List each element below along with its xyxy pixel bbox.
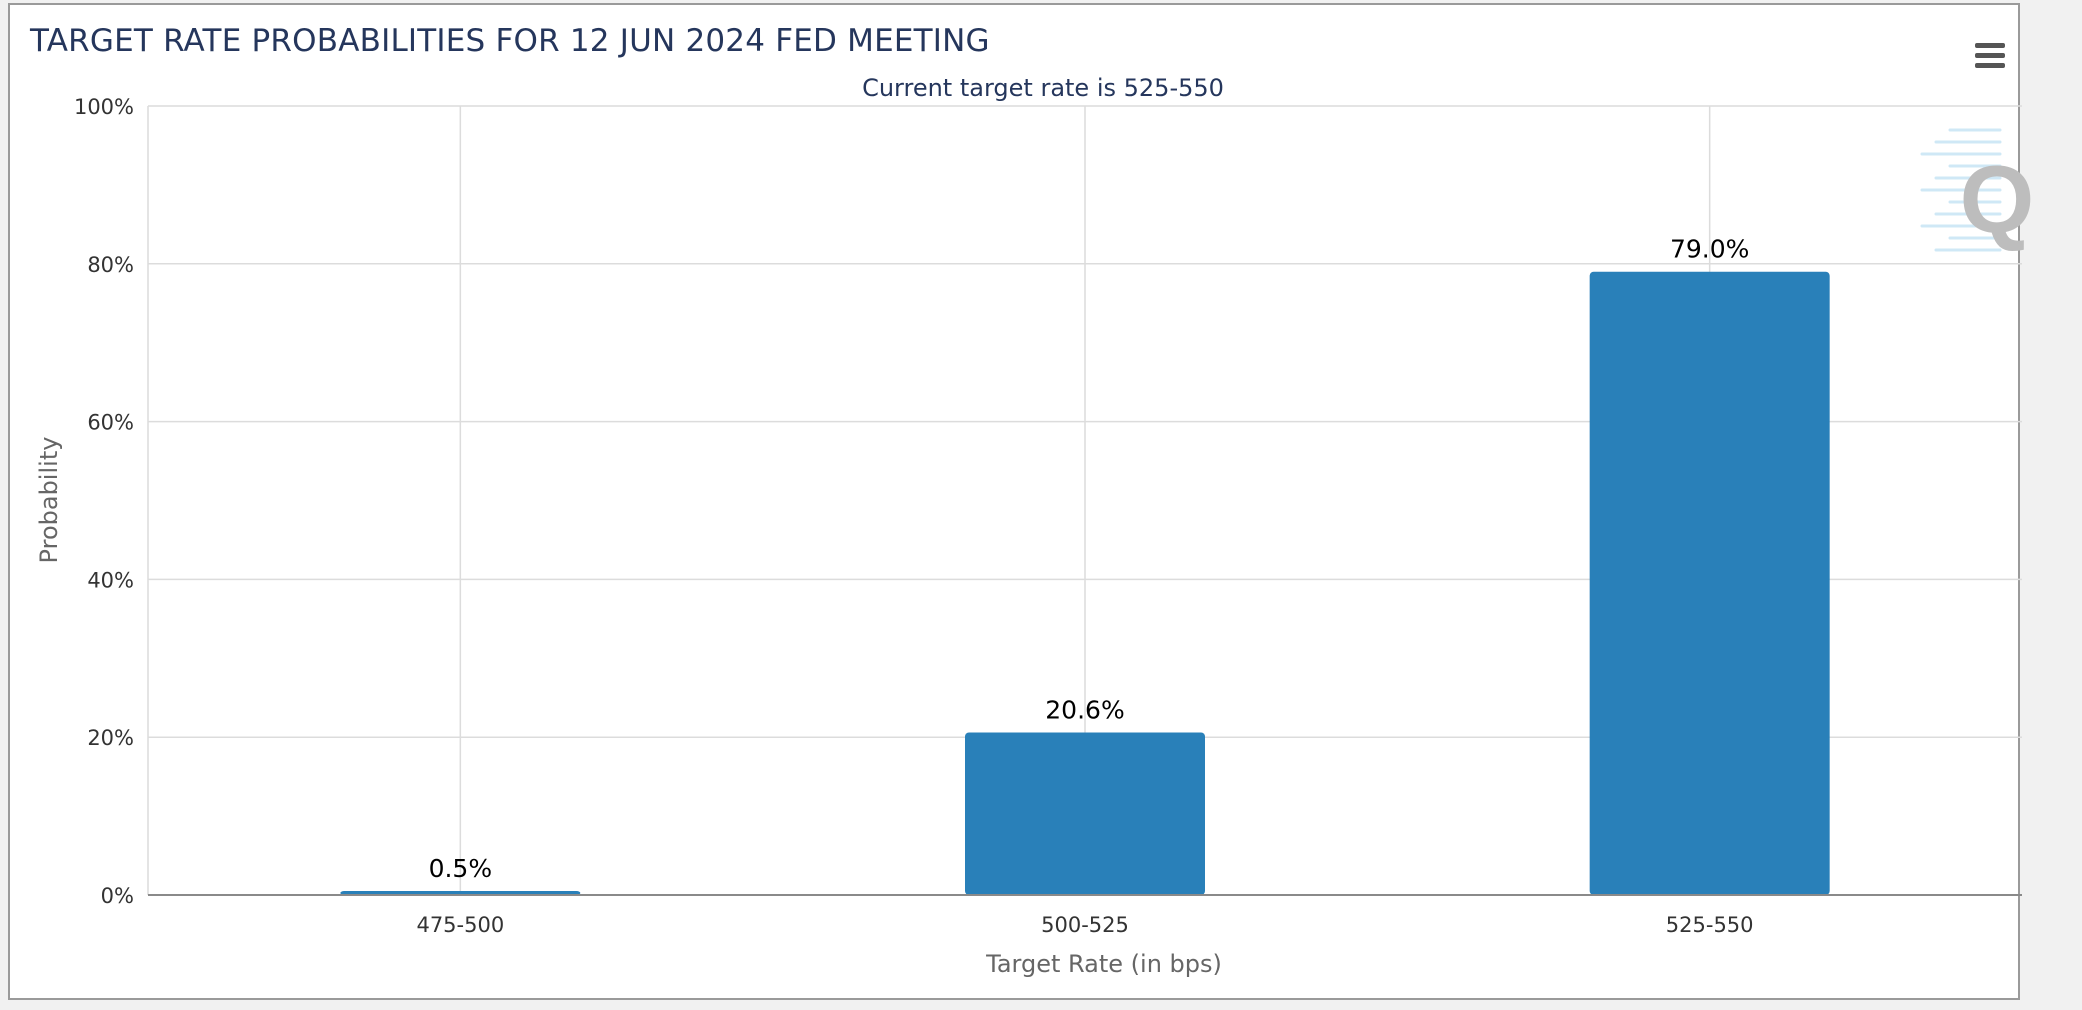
y-tick-label: 100% bbox=[74, 95, 134, 119]
chart-subtitle: Current target rate is 525-550 bbox=[862, 74, 1224, 102]
watermark-letter: Q bbox=[1960, 146, 2035, 253]
bar-500-525[interactable] bbox=[965, 732, 1205, 895]
x-tick-label-525-550: 525-550 bbox=[1666, 913, 1754, 937]
data-label-475-500: 0.5% bbox=[429, 854, 493, 883]
y-tick-label: 80% bbox=[87, 253, 134, 277]
y-tick-label: 40% bbox=[87, 568, 134, 592]
x-axis-title: Target Rate (in bps) bbox=[985, 950, 1222, 978]
x-tick-label-475-500: 475-500 bbox=[416, 913, 504, 937]
hamburger-menu-icon[interactable] bbox=[1970, 37, 2010, 77]
data-label-500-525: 20.6% bbox=[1045, 695, 1124, 724]
chart-title: TARGET RATE PROBABILITIES FOR 12 JUN 202… bbox=[30, 23, 990, 59]
q-logo-icon: Q bbox=[1920, 128, 2035, 253]
labels: 0% 20% 40% 60% 80% 100% 0.5% 475-500 20.6% 500-52… bbox=[74, 95, 2022, 937]
x-tick-label-500-525: 500-525 bbox=[1041, 913, 1129, 937]
bars bbox=[340, 271, 1830, 895]
y-tick-label: 0% bbox=[101, 884, 134, 908]
bar-525-550[interactable] bbox=[1589, 271, 1830, 895]
y-axis-title: Probability bbox=[35, 437, 63, 564]
y-tick-label: 20% bbox=[87, 726, 134, 750]
y-tick-label: 60% bbox=[87, 411, 134, 435]
data-label-525-550: 79.0% bbox=[1670, 235, 1749, 264]
